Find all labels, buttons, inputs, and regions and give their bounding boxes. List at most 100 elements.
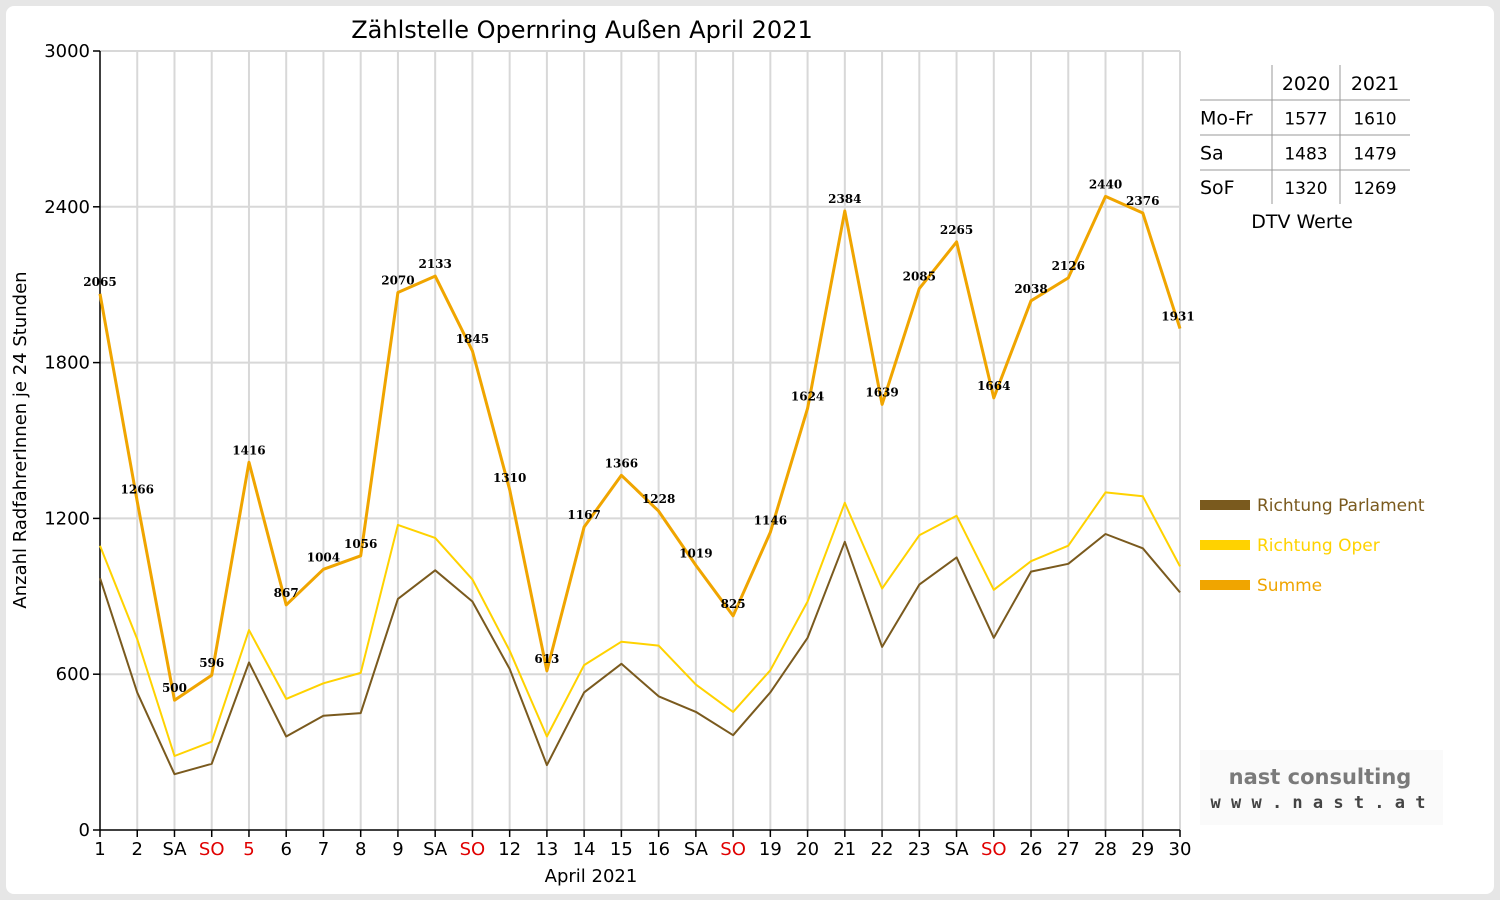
- table-header: 2021: [1351, 73, 1399, 95]
- legend-swatch: [1200, 540, 1250, 550]
- logo-name: nast consulting: [1229, 765, 1412, 789]
- data-label: 2065: [83, 275, 116, 289]
- chart-title: Zählstelle Opernring Außen April 2021: [351, 16, 813, 44]
- legend-label: Richtung Oper: [1257, 536, 1380, 556]
- x-tick-label: 9: [392, 839, 403, 860]
- y-tick-label: 3000: [44, 41, 90, 62]
- table-header: 2020: [1282, 73, 1330, 95]
- table-row-label: SoF: [1200, 177, 1235, 199]
- y-axis-label: Anzahl RadfahrerInnen je 24 Stunden: [10, 271, 31, 608]
- y-tick-label: 600: [56, 664, 90, 685]
- x-tick-label: 19: [759, 839, 782, 860]
- data-labels: 2065 1266 500 596 1416 867 1004 1056 2070 2133 184…: [83, 177, 1194, 695]
- x-tick-label: 22: [871, 839, 894, 860]
- x-axis-label: April 2021: [545, 866, 638, 887]
- data-label: 2085: [903, 270, 936, 284]
- data-label: 1845: [456, 332, 489, 346]
- data-label: 1416: [232, 443, 265, 457]
- data-label: 613: [534, 652, 559, 666]
- data-label: 2376: [1126, 194, 1159, 208]
- data-label: 1266: [121, 482, 154, 496]
- x-tick-label: SO: [199, 839, 225, 860]
- x-tick-label: 27: [1057, 839, 1080, 860]
- data-label: 1931: [1161, 310, 1194, 324]
- data-label: 2384: [828, 192, 861, 206]
- x-tick-label: SA: [684, 839, 709, 860]
- y-tick-label: 1200: [44, 508, 90, 529]
- x-tick-label: 30: [1169, 839, 1192, 860]
- data-label: 596: [199, 656, 224, 670]
- series-line-richtung-oper: [99, 491, 1181, 757]
- x-tick-label: SA: [162, 839, 187, 860]
- table-row-label: Mo-Fr: [1200, 108, 1253, 130]
- series-line-summe: [98, 194, 1182, 702]
- y-tick-label: 1800: [44, 353, 90, 374]
- x-tick-label: 26: [1020, 839, 1043, 860]
- x-tick-label: 7: [318, 839, 329, 860]
- chart-frame: [6, 6, 1494, 894]
- data-label: 1310: [493, 471, 526, 485]
- x-tick-label: 12: [498, 839, 521, 860]
- table-row-label: Sa: [1200, 143, 1224, 165]
- data-label: 1056: [344, 537, 377, 551]
- series-lines: [98, 194, 1182, 776]
- data-label: 867: [274, 586, 299, 600]
- x-tick-label: SO: [981, 839, 1007, 860]
- x-tick-labels: 1 2 SA SO 5 6 7 8 9 SA SO 12 13 14 15 16 SA SO 19 20 21 22 23 S…: [94, 839, 1191, 860]
- x-tick-label: SO: [460, 839, 486, 860]
- data-label: 2133: [418, 257, 451, 271]
- x-tick-label: 5: [243, 839, 254, 860]
- x-tick-label: 2: [132, 839, 143, 860]
- data-label: 825: [721, 597, 746, 611]
- x-tick-label: 14: [573, 839, 596, 860]
- data-label: 1019: [679, 546, 712, 560]
- x-tick-label: 23: [908, 839, 931, 860]
- grid: [100, 50, 1181, 830]
- data-label: 1366: [605, 456, 638, 470]
- data-label: 2265: [940, 223, 973, 237]
- x-tick-label: 6: [280, 839, 291, 860]
- logo-background: [1200, 750, 1443, 825]
- data-label: 2038: [1014, 282, 1047, 296]
- table-caption: DTV Werte: [1251, 211, 1353, 233]
- x-tick-label: SA: [945, 839, 970, 860]
- data-label: 2126: [1052, 259, 1085, 273]
- legend-swatch: [1200, 580, 1250, 590]
- data-label: 2440: [1089, 177, 1122, 191]
- table-cell: 1269: [1353, 179, 1396, 199]
- y-tick-labels: 0 600 1200 1800 2400 3000: [44, 41, 90, 841]
- legend-label: Summe: [1257, 576, 1322, 596]
- data-label: 1228: [642, 492, 675, 506]
- series-line-richtung-parlament: [99, 533, 1181, 776]
- x-tick-label: 8: [355, 839, 366, 860]
- x-tick-label: 1: [94, 839, 105, 860]
- x-tick-label: 13: [535, 839, 558, 860]
- table-cell: 1320: [1284, 179, 1327, 199]
- x-tick-label: 28: [1094, 839, 1117, 860]
- table-cell: 1577: [1284, 110, 1327, 130]
- legend: Richtung Parlament Richtung Oper Summe: [1200, 496, 1425, 596]
- data-label: 1624: [791, 389, 824, 403]
- legend-swatch: [1200, 500, 1250, 510]
- table-cell: 1479: [1353, 145, 1396, 165]
- table-cell: 1483: [1284, 145, 1327, 165]
- dtv-table: 2020 2021 Mo-Fr 1577 1610 Sa 1483 1479 SoF 1320 12…: [1200, 65, 1410, 233]
- axes: [93, 50, 1181, 837]
- data-label: 1167: [567, 508, 600, 522]
- x-tick-label: 20: [796, 839, 819, 860]
- logo: nast consulting w w w . n a s t . a t: [1200, 750, 1443, 825]
- y-tick-label: 0: [79, 820, 90, 841]
- data-label: 1146: [754, 513, 787, 527]
- data-label: 1664: [977, 379, 1010, 393]
- data-label: 500: [162, 681, 187, 695]
- x-tick-label: SA: [423, 839, 448, 860]
- data-label: 1004: [307, 550, 340, 564]
- x-tick-label: 21: [833, 839, 856, 860]
- table-cell: 1610: [1353, 110, 1396, 130]
- logo-url: w w w . n a s t . a t: [1211, 793, 1426, 813]
- x-tick-label: SO: [720, 839, 746, 860]
- legend-label: Richtung Parlament: [1257, 496, 1425, 516]
- data-label: 1639: [865, 385, 898, 399]
- x-tick-label: 29: [1131, 839, 1154, 860]
